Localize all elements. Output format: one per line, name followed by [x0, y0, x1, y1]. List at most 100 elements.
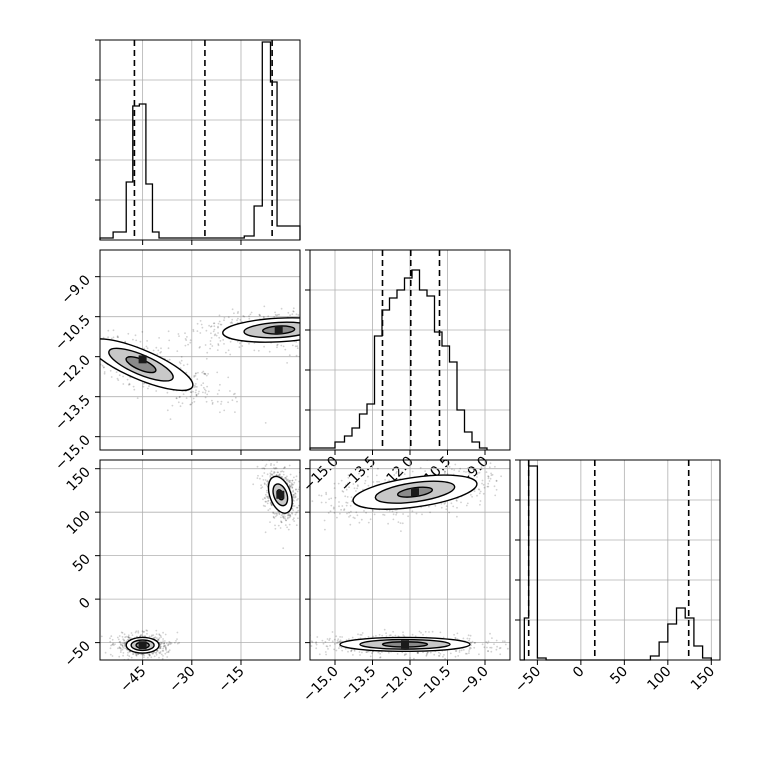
- scatter-point: [264, 500, 267, 503]
- scatter-point: [284, 516, 286, 518]
- scatter-point: [355, 511, 358, 514]
- scatter-point: [350, 327, 352, 329]
- scatter-point: [128, 650, 131, 653]
- scatter-point: [263, 496, 266, 499]
- scatter-point: [358, 330, 360, 332]
- scatter-point: [296, 506, 299, 509]
- scatter-point: [448, 511, 451, 514]
- scatter-point: [340, 479, 343, 482]
- scatter-point: [297, 488, 300, 491]
- scatter-point: [560, 634, 562, 636]
- scatter-point: [151, 634, 153, 637]
- scatter-point: [320, 343, 322, 345]
- scatter-point: [336, 639, 339, 642]
- scatter-point: [429, 511, 431, 514]
- scatter-point: [321, 326, 323, 328]
- scatter-point: [269, 508, 271, 510]
- scatter-point: [474, 641, 476, 644]
- scatter-point: [219, 323, 222, 326]
- scatter-point: [182, 364, 185, 367]
- scatter-point: [192, 397, 195, 400]
- scatter-point: [301, 320, 303, 322]
- scatter-point: [338, 501, 340, 503]
- scatter-point: [348, 511, 350, 514]
- scatter-point: [176, 631, 179, 634]
- scatter-point: [266, 491, 268, 494]
- scatter-point: [264, 497, 266, 500]
- scatter-point: [293, 505, 296, 507]
- scatter-point: [313, 326, 315, 328]
- scatter-point: [440, 502, 443, 505]
- scatter-point: [289, 514, 292, 517]
- scatter-point: [345, 324, 347, 326]
- scatter-point: [277, 524, 280, 527]
- scatter-point: [288, 464, 291, 467]
- scatter-point: [401, 522, 404, 525]
- scatter-point: [238, 346, 241, 349]
- scatter-point: [327, 342, 329, 344]
- scatter-point: [339, 639, 342, 642]
- scatter-point: [231, 322, 234, 324]
- scatter-point: [140, 634, 142, 637]
- scatter-point: [312, 333, 314, 335]
- scatter-point: [292, 489, 295, 492]
- scatter-point: [229, 390, 231, 392]
- scatter-point: [142, 631, 145, 633]
- scatter-point: [468, 637, 471, 640]
- scatter-point: [112, 329, 115, 332]
- scatter-point: [488, 466, 491, 469]
- scatter-point: [193, 384, 196, 387]
- scatter-point: [286, 514, 289, 516]
- scatter-point: [333, 648, 335, 651]
- scatter-point: [404, 653, 406, 656]
- scatter-point: [202, 382, 205, 385]
- scatter-point: [256, 465, 259, 468]
- scatter-point: [89, 353, 91, 355]
- scatter-point: [252, 483, 255, 486]
- scatter-point: [123, 643, 126, 645]
- scatter-point: [420, 631, 422, 634]
- scatter-point: [458, 651, 461, 653]
- scatter-point: [262, 315, 265, 318]
- scatter-point: [165, 646, 167, 649]
- scatter-point: [169, 418, 172, 420]
- scatter-point: [479, 503, 481, 506]
- scatter-point: [146, 340, 149, 342]
- scatter-point: [157, 638, 160, 641]
- scatter-point: [109, 640, 112, 643]
- scatter-point: [268, 350, 271, 353]
- scatter-point: [211, 399, 213, 402]
- scatter-point: [431, 630, 434, 633]
- scatter-point: [287, 528, 290, 531]
- scatter-point: [320, 323, 322, 325]
- scatter-point: [75, 303, 77, 305]
- scatter-point: [92, 354, 94, 356]
- scatter-point: [204, 373, 207, 376]
- scatter-point: [280, 307, 283, 310]
- scatter-point: [414, 457, 416, 459]
- scatter-point: [294, 496, 297, 499]
- scatter-point: [365, 651, 368, 653]
- scatter-point: [239, 319, 242, 321]
- scatter-point: [90, 348, 92, 350]
- scatter-point: [265, 484, 268, 486]
- scatter-point: [465, 504, 468, 507]
- density-peak: [276, 490, 285, 499]
- scatter-point: [261, 475, 264, 477]
- scatter-point: [262, 479, 265, 481]
- scatter-point: [185, 397, 188, 399]
- scatter-point: [285, 478, 288, 481]
- scatter-point: [97, 349, 99, 351]
- scatter-point: [159, 645, 162, 648]
- scatter-point: [365, 511, 367, 514]
- scatter-point: [168, 339, 171, 342]
- scatter-point: [122, 646, 125, 649]
- scatter-point: [350, 650, 352, 653]
- scatter-point: [217, 344, 220, 347]
- scatter-point: [89, 351, 91, 353]
- scatter-point: [295, 488, 297, 491]
- scatter-point: [236, 319, 238, 322]
- scatter-point: [167, 651, 170, 654]
- scatter-point: [266, 497, 269, 499]
- scatter-point: [152, 652, 154, 655]
